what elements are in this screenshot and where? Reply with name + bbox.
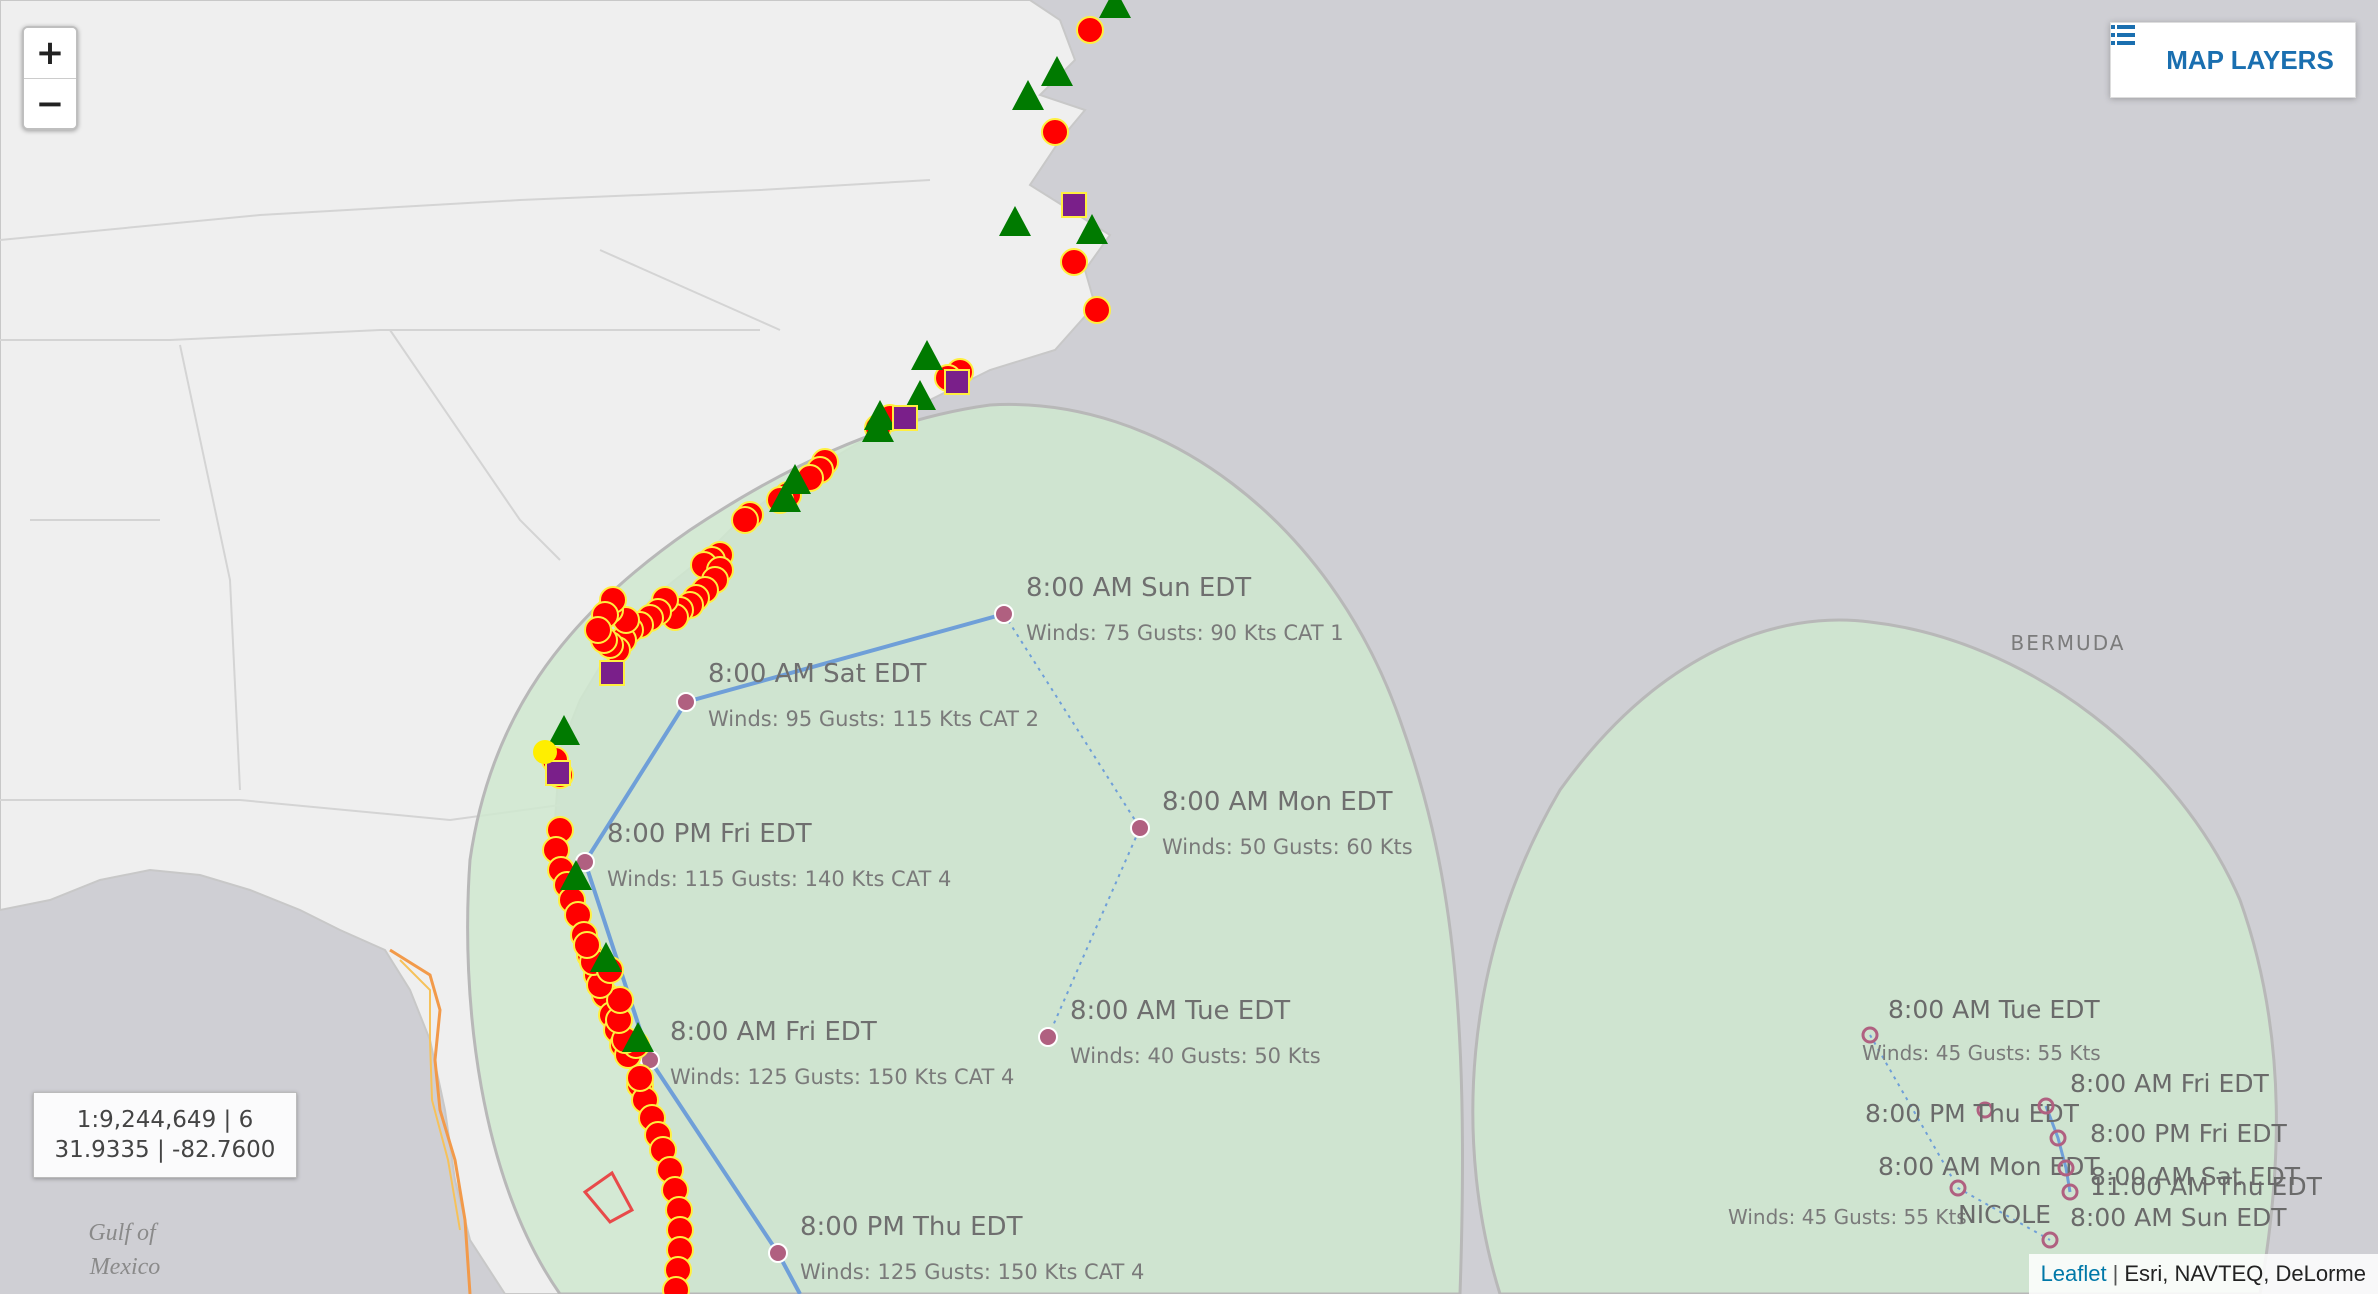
nicole-track-point[interactable]: [2041, 1231, 2059, 1249]
leaflet-link[interactable]: Leaflet: [2040, 1261, 2107, 1286]
watch-marker[interactable]: [904, 380, 936, 410]
nicole-winds-label: Winds: 45 Gusts: 55 Kts: [1862, 1041, 2101, 1065]
track-time-label: 8:00 AM Sun EDT: [1026, 573, 1251, 603]
track-point[interactable]: [994, 604, 1014, 624]
nicole-track-point[interactable]: [2049, 1129, 2067, 1147]
nicole-track-solid: [2044, 1105, 2072, 1193]
track-point[interactable]: [676, 692, 696, 712]
track-winds-label: Winds: 125 Gusts: 150 Kts CAT 4: [800, 1260, 1144, 1284]
nicole-time-label: 8:00 AM Fri EDT: [2070, 1069, 2269, 1098]
nicole-track-point[interactable]: [1861, 1026, 1879, 1044]
attribution-separator: |: [2112, 1261, 2119, 1286]
watch-marker[interactable]: [560, 860, 592, 890]
watch-marker[interactable]: [862, 412, 894, 442]
watch-marker[interactable]: [590, 942, 622, 972]
surge-marker[interactable]: [944, 369, 970, 395]
nicole-time-label: 11:00 AM Thu EDT: [2090, 1172, 2323, 1201]
nicole-track-point[interactable]: [1949, 1179, 1967, 1197]
attribution-sources: Esri, NAVTEQ, DeLorme: [2124, 1261, 2366, 1286]
surge-marker[interactable]: [1061, 192, 1087, 218]
warning-marker[interactable]: [662, 1276, 690, 1294]
track-time-label: 8:00 AM Sat EDT: [708, 659, 926, 689]
watch-marker[interactable]: [622, 1022, 654, 1052]
warning-marker[interactable]: [626, 1064, 654, 1092]
warning-marker[interactable]: [1076, 16, 1104, 44]
attribution: Leaflet | Esri, NAVTEQ, DeLorme: [2028, 1254, 2378, 1294]
nicole-time-label: 8:00 AM Sat EDT: [2090, 1162, 2301, 1191]
nicole-time-label: 8:00 AM Mon EDT: [1878, 1152, 2100, 1181]
bermuda-label: BERMUDA: [2011, 631, 2126, 655]
warning-marker[interactable]: [573, 931, 601, 959]
surge-marker[interactable]: [892, 405, 918, 431]
florida-coastline: [389, 948, 472, 1294]
zoom-out-button[interactable]: −: [24, 78, 76, 128]
watch-marker[interactable]: [864, 400, 896, 430]
list-icon: [2111, 25, 2156, 72]
gulf-label: Gulf of Mexico: [88, 1220, 161, 1280]
track-point[interactable]: [768, 1243, 788, 1263]
watch-marker[interactable]: [999, 206, 1031, 236]
track-winds-label: Winds: 95 Gusts: 115 Kts CAT 2: [708, 707, 1039, 731]
nicole-winds-label: Winds: 45 Gusts: 55 Kts: [1728, 1205, 1967, 1229]
advisory-marker[interactable]: [533, 740, 557, 764]
track-point[interactable]: [1038, 1027, 1058, 1047]
warning-marker[interactable]: [731, 506, 759, 534]
track-winds-label: Winds: 50 Gusts: 60 Kts: [1162, 835, 1413, 859]
map-layers-button[interactable]: MAP LAYERS: [2110, 22, 2356, 98]
coords-text: 31.9335 | -82.7600: [54, 1137, 276, 1163]
track-point[interactable]: [1130, 818, 1150, 838]
warning-marker[interactable]: [606, 986, 634, 1014]
track-time-label: 8:00 PM Thu EDT: [800, 1212, 1023, 1242]
warning-marker[interactable]: [1083, 296, 1111, 324]
surge-marker[interactable]: [545, 760, 571, 786]
watch-marker[interactable]: [769, 482, 801, 512]
watch-marker[interactable]: [548, 715, 580, 745]
nicole-time-label: 8:00 AM Tue EDT: [1888, 995, 2100, 1024]
track-winds-label: Winds: 40 Gusts: 50 Kts: [1070, 1044, 1321, 1068]
track-time-label: 8:00 AM Tue EDT: [1070, 996, 1290, 1026]
nicole-track-point[interactable]: [1976, 1101, 1994, 1119]
nicole-time-label: 8:00 PM Fri EDT: [2090, 1119, 2287, 1148]
track-time-label: 8:00 AM Fri EDT: [670, 1017, 877, 1047]
track-winds-label: Winds: 75 Gusts: 90 Kts CAT 1: [1026, 621, 1344, 645]
nicole-name-label: NICOLE: [1958, 1200, 2051, 1229]
warning-marker[interactable]: [584, 616, 612, 644]
watch-marker[interactable]: [911, 340, 943, 370]
watch-marker[interactable]: [1099, 0, 1131, 18]
warning-marker[interactable]: [1041, 118, 1069, 146]
map-layers-label: MAP LAYERS: [2166, 44, 2334, 75]
zoom-in-button[interactable]: +: [24, 28, 76, 78]
florida-coastline-inner: [399, 959, 461, 1231]
nicole-track-point[interactable]: [2037, 1097, 2055, 1115]
surge-marker[interactable]: [599, 660, 625, 686]
track-winds-label: Winds: 115 Gusts: 140 Kts CAT 4: [607, 867, 951, 891]
zone-polygon[interactable]: [582, 1170, 635, 1224]
zoom-control: + −: [22, 26, 78, 130]
scale-readout: 1:9,244,649 | 6 31.9335 | -82.7600: [33, 1092, 297, 1178]
track-major: 8:00 PM Thu EDT Winds: 125 Gusts: 150 Kts…: [575, 573, 1413, 1294]
coastal-warning-markers: [533, 0, 1131, 1294]
warning-marker[interactable]: [1060, 248, 1088, 276]
track-winds-label: Winds: 125 Gusts: 150 Kts CAT 4: [670, 1065, 1014, 1089]
state-borders: [0, 179, 931, 822]
nicole-track-point[interactable]: [2061, 1183, 2079, 1201]
track-nicole: 8:00 AM Tue EDT Winds: 45 Gusts: 55 Kts 8:…: [1728, 995, 2323, 1249]
nicole-track-line: [1869, 1034, 2051, 1241]
watch-marker[interactable]: [1041, 56, 1073, 86]
nicole-track-point[interactable]: [2057, 1159, 2075, 1177]
forecast-cone-nicole: [1471, 618, 2278, 1294]
watch-marker[interactable]: [1076, 214, 1108, 244]
nicole-time-label: 8:00 AM Sun EDT: [2070, 1203, 2287, 1232]
track-time-label: 8:00 PM Fri EDT: [607, 819, 812, 849]
watch-marker[interactable]: [1012, 80, 1044, 110]
scale-zoom-text: 1:9,244,649 | 6: [76, 1107, 254, 1133]
track-time-label: 8:00 AM Mon EDT: [1162, 787, 1393, 817]
